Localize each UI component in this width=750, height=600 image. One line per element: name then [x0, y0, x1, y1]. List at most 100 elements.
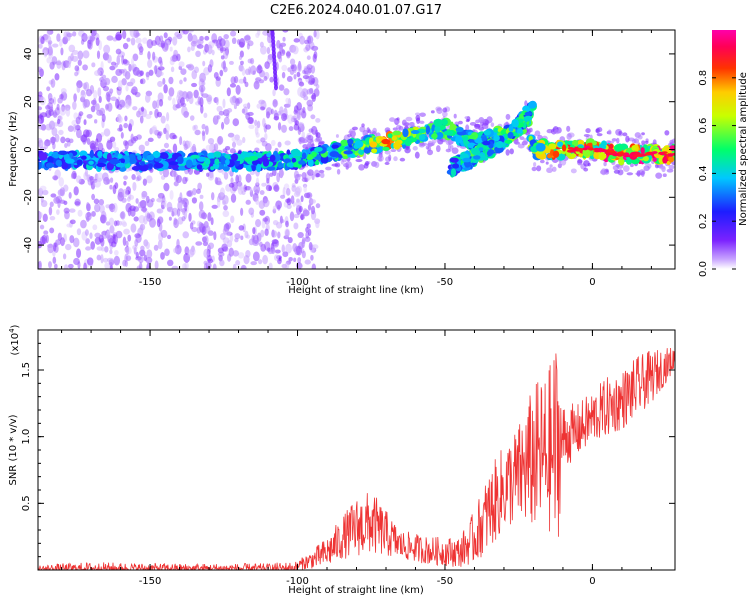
noise-speck [230, 215, 235, 224]
noise-speck [205, 144, 212, 151]
spectrogram-y-axis-label: Frequency (Hz) [8, 111, 19, 187]
noise-speck [82, 64, 88, 71]
noise-speck [554, 129, 560, 135]
noise-speck [358, 164, 365, 171]
noise-speck [211, 204, 218, 209]
noise-speck [282, 30, 289, 33]
noise-speck [235, 84, 241, 95]
noise-speck [49, 201, 54, 208]
noise-speck [306, 192, 313, 199]
spectral-blob [425, 125, 431, 135]
noise-speck [374, 161, 380, 168]
noise-speck [303, 144, 310, 149]
colorbar-ticks: 0.0 0.2 0.4 0.6 0.8 [698, 70, 736, 277]
spectral-blob [481, 136, 488, 142]
noise-speck [398, 125, 404, 131]
spectral-core [631, 154, 638, 158]
x-tick-label: -100 [286, 277, 309, 288]
spectral-blob [566, 151, 572, 157]
noise-speck [577, 159, 583, 164]
noise-speck [52, 43, 59, 48]
noise-speck [303, 185, 307, 193]
noise-speck [596, 133, 603, 137]
noise-speck [270, 108, 274, 115]
noise-speck [123, 180, 127, 186]
noise-speck [121, 220, 127, 226]
noise-speck [189, 115, 195, 121]
noise-speck [123, 122, 129, 129]
noise-speck [187, 63, 194, 70]
noise-speck [90, 175, 94, 186]
noise-speck [215, 180, 223, 186]
noise-speck [671, 138, 675, 143]
noise-speck [259, 106, 266, 111]
noise-speck [110, 96, 118, 102]
noise-speck [301, 250, 306, 259]
noise-speck [306, 64, 313, 70]
noise-speck [239, 38, 246, 48]
noise-speck [94, 180, 101, 188]
noise-speck [477, 118, 485, 123]
noise-speck [132, 135, 139, 142]
noise-speck [96, 109, 104, 116]
spectral-blob [190, 154, 200, 159]
noise-speck [217, 135, 224, 145]
noise-speck [183, 77, 187, 82]
spectral-blob [524, 111, 533, 116]
noise-speck [49, 136, 57, 144]
noise-speck [435, 145, 441, 153]
noise-speck [39, 96, 46, 106]
noise-speck [404, 147, 411, 154]
spectral-blob [410, 130, 420, 135]
noise-speck [625, 135, 630, 143]
spectral-core [644, 152, 651, 156]
noise-speck [91, 62, 96, 68]
noise-speck [56, 33, 61, 42]
snr-scale-note: (x104) [8, 324, 21, 355]
spectral-blob [577, 139, 585, 145]
noise-speck [102, 172, 109, 182]
noise-speck [529, 127, 533, 133]
noise-speck [195, 188, 201, 194]
noise-speck [203, 248, 210, 258]
noise-speck [115, 48, 122, 55]
noise-speck [54, 73, 60, 81]
noise-speck [173, 247, 178, 254]
noise-speck [168, 216, 172, 221]
noise-speck [225, 230, 231, 236]
noise-speck [77, 209, 83, 217]
spectral-blob [511, 118, 519, 128]
noise-speck [173, 217, 178, 226]
noise-speck [146, 212, 151, 219]
spectral-blob [38, 161, 42, 170]
spectral-blob [592, 141, 597, 146]
noise-speck [306, 99, 314, 107]
noise-speck [140, 245, 145, 252]
noise-speck [305, 44, 311, 52]
noise-speck [190, 44, 195, 51]
spectral-blob [387, 133, 393, 139]
spectral-blob [571, 139, 579, 147]
noise-speck [81, 32, 88, 43]
spectral-blob [441, 118, 448, 126]
noise-speck [119, 99, 126, 108]
noise-speck [94, 70, 101, 77]
noise-speck [38, 260, 42, 269]
spectral-blob [171, 164, 180, 170]
noise-speck [219, 187, 225, 197]
spectral-core [623, 153, 630, 157]
noise-speck [188, 212, 192, 222]
noise-speck [315, 84, 320, 89]
noise-speck [143, 215, 148, 225]
noise-speck [153, 244, 159, 251]
noise-speck [169, 189, 174, 200]
x-tick-label: 0 [589, 576, 595, 587]
noise-speck [266, 221, 270, 230]
noise-speck [273, 116, 280, 121]
noise-speck [298, 81, 305, 87]
noise-speck [219, 232, 226, 240]
spectral-blob [265, 165, 276, 171]
noise-speck [121, 78, 127, 86]
noise-speck [178, 61, 185, 68]
